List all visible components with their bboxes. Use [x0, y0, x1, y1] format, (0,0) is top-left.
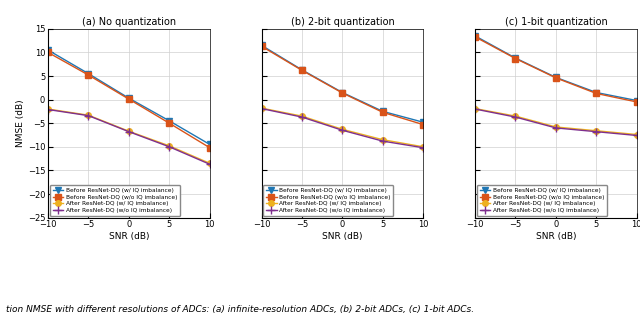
- After ResNet-DQ (w/o IQ imbalance): [258, 107, 266, 110]
- After ResNet-DQ (w/o IQ imbalance): [84, 114, 92, 117]
- After ResNet-DQ (w/o IQ imbalance): [633, 133, 640, 137]
- Before ResNet-DQ (w/o IQ imbalance): [593, 92, 600, 95]
- After ResNet-DQ (w/o IQ imbalance): [166, 145, 173, 149]
- Line: Before ResNet-DQ (w/ IQ imbalance): Before ResNet-DQ (w/ IQ imbalance): [259, 43, 426, 125]
- Line: After ResNet-DQ (w/ IQ imbalance): After ResNet-DQ (w/ IQ imbalance): [45, 106, 212, 166]
- Text: tion NMSE with different resolutions of ADCs: (a) infinite-resolution ADCs, (b) : tion NMSE with different resolutions of …: [6, 305, 474, 314]
- X-axis label: SNR (dB): SNR (dB): [322, 232, 363, 241]
- Line: After ResNet-DQ (w/ IQ imbalance): After ResNet-DQ (w/ IQ imbalance): [259, 105, 426, 149]
- Before ResNet-DQ (w/o IQ imbalance): [471, 35, 479, 39]
- After ResNet-DQ (w/ IQ imbalance): [471, 107, 479, 110]
- Before ResNet-DQ (w/o IQ imbalance): [511, 57, 519, 60]
- Before ResNet-DQ (w/o IQ imbalance): [379, 110, 387, 114]
- After ResNet-DQ (w/ IQ imbalance): [125, 129, 132, 133]
- After ResNet-DQ (w/ IQ imbalance): [511, 114, 519, 118]
- After ResNet-DQ (w/o IQ imbalance): [206, 162, 214, 166]
- Before ResNet-DQ (w/ IQ imbalance): [84, 72, 92, 76]
- After ResNet-DQ (w/o IQ imbalance): [339, 128, 346, 132]
- Title: (a) No quantization: (a) No quantization: [82, 17, 176, 27]
- After ResNet-DQ (w/ IQ imbalance): [206, 161, 214, 165]
- Before ResNet-DQ (w/ IQ imbalance): [471, 34, 479, 38]
- After ResNet-DQ (w/ IQ imbalance): [166, 144, 173, 148]
- Before ResNet-DQ (w/ IQ imbalance): [339, 91, 346, 94]
- Before ResNet-DQ (w/ IQ imbalance): [593, 91, 600, 94]
- After ResNet-DQ (w/ IQ imbalance): [633, 132, 640, 136]
- Line: Before ResNet-DQ (w/o IQ imbalance): Before ResNet-DQ (w/o IQ imbalance): [472, 34, 639, 105]
- Before ResNet-DQ (w/ IQ imbalance): [379, 109, 387, 113]
- Line: Before ResNet-DQ (w/ IQ imbalance): Before ResNet-DQ (w/ IQ imbalance): [45, 47, 212, 147]
- Line: Before ResNet-DQ (w/o IQ imbalance): Before ResNet-DQ (w/o IQ imbalance): [45, 50, 212, 150]
- Before ResNet-DQ (w/o IQ imbalance): [84, 73, 92, 77]
- Before ResNet-DQ (w/ IQ imbalance): [511, 56, 519, 60]
- After ResNet-DQ (w/o IQ imbalance): [44, 108, 52, 111]
- After ResNet-DQ (w/ IQ imbalance): [593, 129, 600, 133]
- Before ResNet-DQ (w/o IQ imbalance): [258, 44, 266, 48]
- Title: (c) 1-bit quantization: (c) 1-bit quantization: [504, 17, 607, 27]
- Before ResNet-DQ (w/ IQ imbalance): [633, 99, 640, 102]
- Before ResNet-DQ (w/o IQ imbalance): [206, 146, 214, 150]
- Before ResNet-DQ (w/o IQ imbalance): [339, 91, 346, 95]
- Before ResNet-DQ (w/o IQ imbalance): [166, 121, 173, 125]
- Before ResNet-DQ (w/o IQ imbalance): [125, 97, 132, 101]
- After ResNet-DQ (w/ IQ imbalance): [419, 145, 427, 149]
- After ResNet-DQ (w/ IQ imbalance): [379, 138, 387, 142]
- Before ResNet-DQ (w/ IQ imbalance): [44, 48, 52, 52]
- Line: After ResNet-DQ (w/o IQ imbalance): After ResNet-DQ (w/o IQ imbalance): [258, 105, 427, 152]
- After ResNet-DQ (w/o IQ imbalance): [511, 115, 519, 119]
- Line: After ResNet-DQ (w/o IQ imbalance): After ResNet-DQ (w/o IQ imbalance): [471, 105, 640, 139]
- After ResNet-DQ (w/o IQ imbalance): [419, 146, 427, 150]
- Before ResNet-DQ (w/ IQ imbalance): [206, 142, 214, 146]
- Legend: Before ResNet-DQ (w/ IQ imbalance), Before ResNet-DQ (w/o IQ imbalance), After R: Before ResNet-DQ (w/ IQ imbalance), Befo…: [263, 185, 394, 216]
- Legend: Before ResNet-DQ (w/ IQ imbalance), Before ResNet-DQ (w/o IQ imbalance), After R: Before ResNet-DQ (w/ IQ imbalance), Befo…: [50, 185, 180, 216]
- Line: Before ResNet-DQ (w/o IQ imbalance): Before ResNet-DQ (w/o IQ imbalance): [259, 44, 426, 127]
- Before ResNet-DQ (w/o IQ imbalance): [633, 100, 640, 104]
- Before ResNet-DQ (w/ IQ imbalance): [298, 68, 306, 72]
- Y-axis label: NMSE (dB): NMSE (dB): [16, 100, 25, 147]
- After ResNet-DQ (w/o IQ imbalance): [379, 139, 387, 143]
- Before ResNet-DQ (w/ IQ imbalance): [166, 119, 173, 123]
- Legend: Before ResNet-DQ (w/ IQ imbalance), Before ResNet-DQ (w/o IQ imbalance), After R: Before ResNet-DQ (w/ IQ imbalance), Befo…: [477, 185, 607, 216]
- Before ResNet-DQ (w/ IQ imbalance): [125, 96, 132, 100]
- X-axis label: SNR (dB): SNR (dB): [536, 232, 576, 241]
- Line: After ResNet-DQ (w/ IQ imbalance): After ResNet-DQ (w/ IQ imbalance): [472, 106, 639, 137]
- After ResNet-DQ (w/ IQ imbalance): [44, 107, 52, 111]
- After ResNet-DQ (w/ IQ imbalance): [552, 125, 560, 129]
- After ResNet-DQ (w/o IQ imbalance): [552, 126, 560, 130]
- After ResNet-DQ (w/o IQ imbalance): [593, 130, 600, 134]
- Before ResNet-DQ (w/o IQ imbalance): [419, 123, 427, 126]
- After ResNet-DQ (w/ IQ imbalance): [339, 127, 346, 131]
- Before ResNet-DQ (w/o IQ imbalance): [552, 76, 560, 80]
- Before ResNet-DQ (w/ IQ imbalance): [258, 44, 266, 47]
- After ResNet-DQ (w/ IQ imbalance): [84, 113, 92, 117]
- After ResNet-DQ (w/o IQ imbalance): [125, 130, 132, 134]
- Line: Before ResNet-DQ (w/ IQ imbalance): Before ResNet-DQ (w/ IQ imbalance): [472, 33, 639, 103]
- After ResNet-DQ (w/ IQ imbalance): [258, 106, 266, 110]
- Before ResNet-DQ (w/o IQ imbalance): [298, 68, 306, 72]
- X-axis label: SNR (dB): SNR (dB): [109, 232, 149, 241]
- After ResNet-DQ (w/ IQ imbalance): [298, 114, 306, 118]
- Line: After ResNet-DQ (w/o IQ imbalance): After ResNet-DQ (w/o IQ imbalance): [44, 106, 214, 168]
- After ResNet-DQ (w/o IQ imbalance): [298, 115, 306, 119]
- Title: (b) 2-bit quantization: (b) 2-bit quantization: [291, 17, 394, 27]
- After ResNet-DQ (w/o IQ imbalance): [471, 107, 479, 111]
- Before ResNet-DQ (w/o IQ imbalance): [44, 51, 52, 54]
- Before ResNet-DQ (w/ IQ imbalance): [419, 120, 427, 124]
- Before ResNet-DQ (w/ IQ imbalance): [552, 76, 560, 79]
